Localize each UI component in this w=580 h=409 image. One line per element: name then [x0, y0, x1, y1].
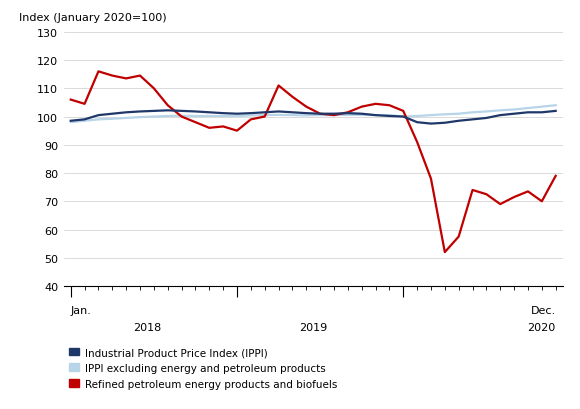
Text: Dec.: Dec. [531, 306, 556, 316]
Text: Index (January 2020=100): Index (January 2020=100) [19, 13, 166, 22]
Text: 2018: 2018 [133, 322, 161, 332]
Legend: Industrial Product Price Index (IPPI), IPPI excluding energy and petroleum produ: Industrial Product Price Index (IPPI), I… [69, 347, 337, 389]
Text: 2020: 2020 [527, 322, 556, 332]
Text: Jan.: Jan. [71, 306, 92, 316]
Text: 2019: 2019 [299, 322, 327, 332]
